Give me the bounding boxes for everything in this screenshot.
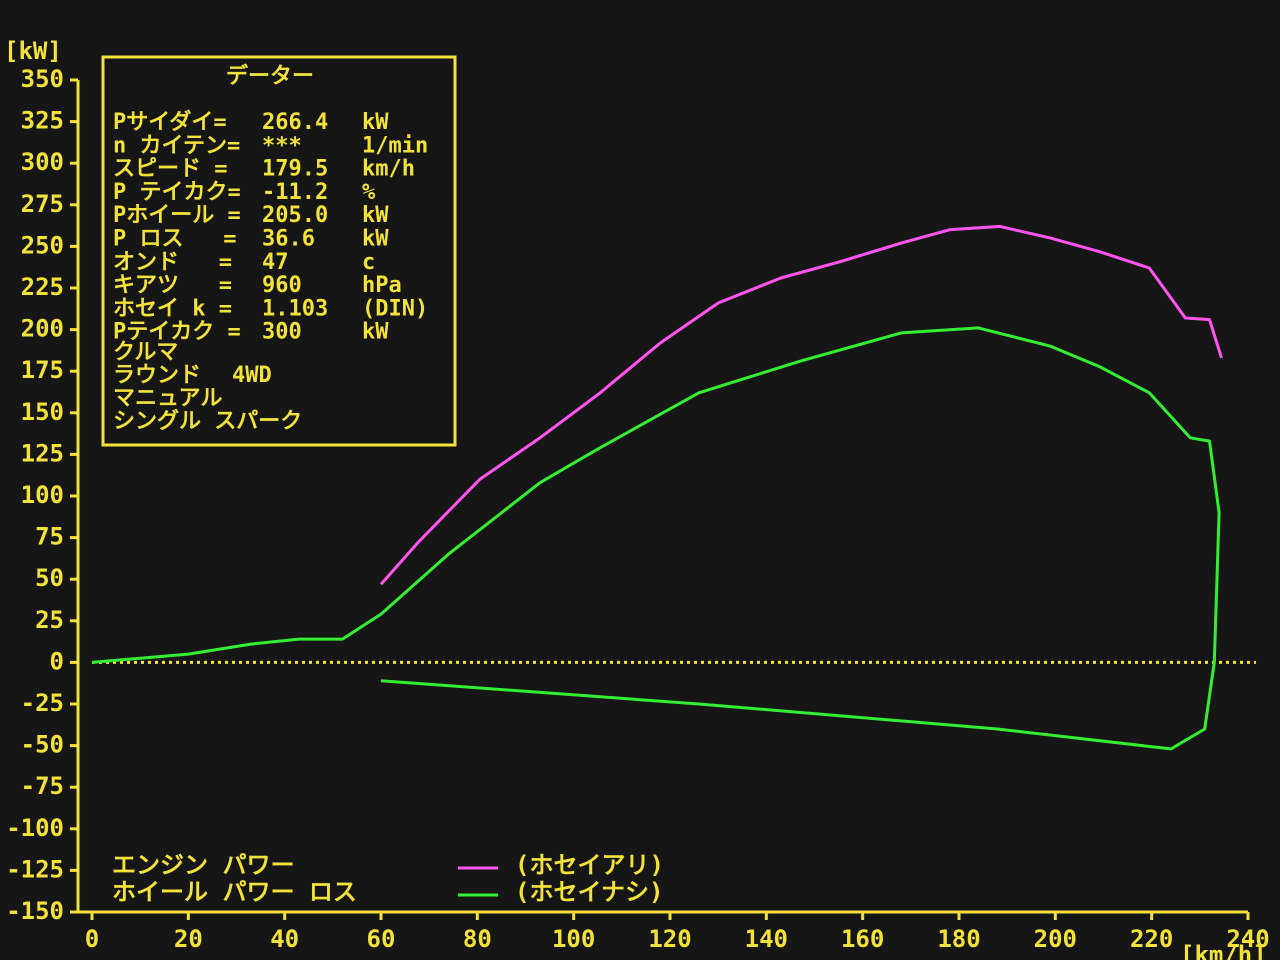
info-unit: c xyxy=(362,250,375,275)
y-tick-label: 125 xyxy=(21,439,64,467)
x-tick-label: 140 xyxy=(745,925,788,953)
info-label: Pサイダイ= xyxy=(113,109,227,135)
legend-label: (ホセイアリ) xyxy=(515,851,664,879)
info-value: 266.4 xyxy=(262,110,328,135)
y-tick-label: 75 xyxy=(35,523,64,551)
x-tick-label: 220 xyxy=(1130,925,1173,953)
y-tick-label: 300 xyxy=(21,148,64,176)
info-unit: kW xyxy=(362,227,389,252)
footnote: ホイール パワー ロス xyxy=(112,878,357,906)
y-tick-label: 250 xyxy=(21,231,64,259)
info-value: 179.5 xyxy=(262,157,328,182)
info-value: 36.6 xyxy=(262,227,315,252)
y-tick-label: 350 xyxy=(21,65,64,93)
y-axis-title: [kW] xyxy=(4,37,62,65)
info-unit: % xyxy=(362,180,376,205)
y-tick-label: 225 xyxy=(21,273,64,301)
x-tick-label: 80 xyxy=(463,925,492,953)
info-value: 300 xyxy=(262,320,302,345)
info-value: -11.2 xyxy=(262,180,328,205)
y-tick-label: -75 xyxy=(21,772,64,800)
info-label: スピード = xyxy=(113,157,228,182)
series-line xyxy=(379,224,1223,586)
info-label: P テイカク= xyxy=(113,180,241,205)
info-unit: 1/min xyxy=(362,133,428,158)
info-value: *** xyxy=(262,133,302,158)
info-round-value: 4WD xyxy=(232,363,272,388)
x-tick-label: 200 xyxy=(1034,925,1077,953)
y-tick-label: -25 xyxy=(21,689,64,717)
y-tick-label: 25 xyxy=(35,606,64,634)
info-label: Pホイール = xyxy=(113,203,241,228)
y-tick-label: 100 xyxy=(21,481,64,509)
y-tick-label: 325 xyxy=(21,107,64,135)
x-tick-label: 180 xyxy=(937,925,980,953)
series-line xyxy=(91,326,1221,751)
x-tick-label: 240 xyxy=(1226,925,1269,953)
info-line: シングル スパーク xyxy=(113,408,302,434)
info-label: P ロス = xyxy=(113,227,236,252)
info-value: 960 xyxy=(262,273,302,298)
x-tick-label: 0 xyxy=(85,925,99,953)
x-tick-label: 120 xyxy=(648,925,691,953)
info-unit: kW xyxy=(362,110,389,135)
info-unit: (DIN) xyxy=(362,296,428,321)
y-tick-label: 275 xyxy=(21,190,64,218)
info-label: キアツ = xyxy=(113,273,232,298)
footnote: エンジン パワー xyxy=(112,851,294,879)
info-label: n カイテン= xyxy=(113,133,240,158)
info-car: クルマ xyxy=(113,340,178,365)
y-tick-label: 0 xyxy=(50,647,64,675)
info-title: データー xyxy=(226,63,314,89)
x-tick-label: 60 xyxy=(367,925,396,953)
info-box-frame xyxy=(101,55,457,447)
info-value: 1.103 xyxy=(262,296,328,321)
info-unit: km/h xyxy=(362,157,415,182)
y-tick-label: 175 xyxy=(21,356,64,384)
y-tick-label: 200 xyxy=(21,315,64,343)
info-value: 205.0 xyxy=(262,203,328,228)
info-unit: kW xyxy=(362,203,389,228)
y-tick-label: -100 xyxy=(6,814,64,842)
legend-label: (ホセイナシ) xyxy=(515,878,663,906)
info-round-label: ラウンド xyxy=(113,363,201,388)
info-label: ホセイ k = xyxy=(113,296,232,321)
x-tick-label: 100 xyxy=(552,925,595,953)
info-value: 47 xyxy=(262,250,289,275)
info-label: オンド = xyxy=(113,250,232,275)
y-tick-label: 50 xyxy=(35,564,64,592)
x-tick-label: 40 xyxy=(270,925,299,953)
y-tick-label: -50 xyxy=(21,731,64,759)
info-unit: hPa xyxy=(362,273,402,298)
info-line: マニュアル xyxy=(113,386,222,411)
x-tick-label: 160 xyxy=(841,925,884,953)
y-tick-label: -150 xyxy=(6,897,64,925)
info-box: データー Pサイダイ= 266.4 kW n カイテン= *** 1/min スピード = 1… xyxy=(101,55,457,447)
info-label: Pテイカク = xyxy=(113,320,241,345)
y-tick-label: -125 xyxy=(6,855,64,883)
x-tick-label: 20 xyxy=(174,925,203,953)
y-tick-label: 150 xyxy=(21,398,64,426)
info-unit: kW xyxy=(362,320,389,345)
x-axis-title: [km/h] xyxy=(1180,941,1267,960)
